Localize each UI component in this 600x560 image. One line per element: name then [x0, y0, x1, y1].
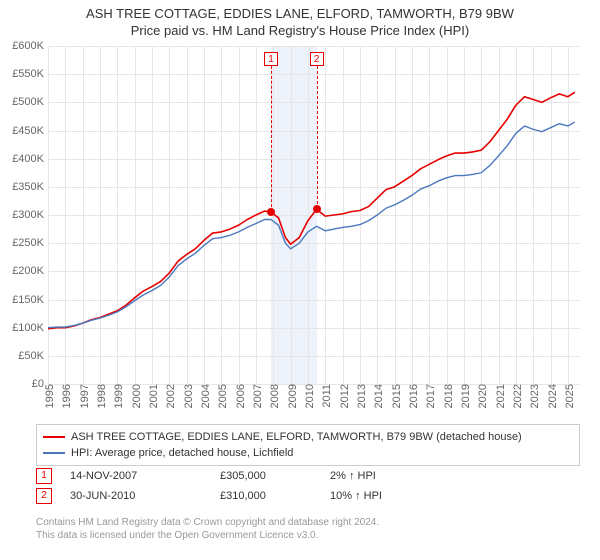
x-axis-tick-label: 2015 [387, 384, 403, 408]
x-axis-tick-label: 2002 [161, 384, 177, 408]
y-axis-tick-label: £400K [12, 153, 48, 165]
transaction-table: 1 14-NOV-2007£305,0002% ↑ HPI 2 30-JUN-2010… [36, 468, 440, 508]
transaction-row: 2 30-JUN-2010£310,00010% ↑ HPI [36, 488, 440, 504]
x-axis-tick-label: 1997 [75, 384, 91, 408]
y-axis-tick-label: £150K [12, 294, 48, 306]
x-axis-tick-label: 2010 [300, 384, 316, 408]
event-marker-dot [313, 205, 321, 213]
transaction-delta: 2% ↑ HPI [330, 468, 440, 484]
x-axis-tick-label: 2017 [421, 384, 437, 408]
x-axis-tick-label: 2006 [231, 384, 247, 408]
y-axis-tick-label: £500K [12, 96, 48, 108]
transaction-number-box: 1 [36, 468, 52, 484]
x-axis-tick-label: 2024 [543, 384, 559, 408]
transaction-row: 1 14-NOV-2007£305,0002% ↑ HPI [36, 468, 440, 484]
transaction-date: 14-NOV-2007 [70, 468, 220, 484]
legend-swatch [43, 436, 65, 438]
legend-item: ASH TREE COTTAGE, EDDIES LANE, ELFORD, T… [43, 429, 573, 445]
event-marker-line [271, 66, 272, 212]
transaction-number-box: 2 [36, 488, 52, 504]
legend-label: HPI: Average price, detached house, Lich… [71, 445, 293, 461]
y-axis-tick-label: £550K [12, 68, 48, 80]
y-axis-tick-label: £100K [12, 322, 48, 334]
legend-swatch [43, 452, 65, 454]
x-axis-tick-label: 2023 [525, 384, 541, 408]
x-axis-tick-label: 2013 [352, 384, 368, 408]
y-axis-tick-label: £250K [12, 237, 48, 249]
legend-item: HPI: Average price, detached house, Lich… [43, 445, 573, 461]
y-axis-tick-label: £50K [18, 350, 48, 362]
x-axis-tick-label: 1999 [109, 384, 125, 408]
event-marker-line [317, 66, 318, 209]
transaction-price: £305,000 [220, 468, 330, 484]
x-axis-tick-label: 2004 [196, 384, 212, 408]
transaction-date: 30-JUN-2010 [70, 488, 220, 504]
y-axis-tick-label: £600K [12, 40, 48, 52]
x-axis-tick-label: 2021 [491, 384, 507, 408]
y-axis-tick-label: £350K [12, 181, 48, 193]
x-axis-tick-label: 2016 [404, 384, 420, 408]
credit-line2: This data is licensed under the Open Gov… [36, 529, 379, 542]
chart-plot-area: £0£50K£100K£150K£200K£250K£300K£350K£400… [48, 46, 580, 384]
y-axis-tick-label: £300K [12, 209, 48, 221]
y-axis-tick-label: £450K [12, 125, 48, 137]
x-axis-tick-label: 1998 [92, 384, 108, 408]
x-axis-tick-label: 2020 [473, 384, 489, 408]
x-axis-tick-label: 2001 [144, 384, 160, 408]
x-axis-tick-label: 1995 [40, 384, 56, 408]
x-axis-tick-label: 2008 [265, 384, 281, 408]
chart-title-line2: Price paid vs. HM Land Registry's House … [0, 23, 600, 38]
x-axis-tick-label: 2000 [127, 384, 143, 408]
x-axis-tick-label: 2011 [317, 384, 333, 408]
series-price_paid [48, 92, 575, 329]
series-hpi [48, 122, 575, 328]
x-axis-tick-label: 2003 [179, 384, 195, 408]
transaction-delta: 10% ↑ HPI [330, 488, 440, 504]
credit-line1: Contains HM Land Registry data © Crown c… [36, 516, 379, 529]
event-marker-box: 2 [310, 52, 324, 66]
y-axis-tick-label: £200K [12, 265, 48, 277]
legend-label: ASH TREE COTTAGE, EDDIES LANE, ELFORD, T… [71, 429, 522, 445]
x-axis-tick-label: 1996 [57, 384, 73, 408]
x-axis-tick-label: 2022 [508, 384, 524, 408]
transaction-price: £310,000 [220, 488, 330, 504]
event-marker-dot [267, 208, 275, 216]
chart-series-layer [48, 46, 580, 384]
x-axis-tick-label: 2019 [456, 384, 472, 408]
x-axis-tick-label: 2012 [335, 384, 351, 408]
x-axis-tick-label: 2014 [369, 384, 385, 408]
x-axis-tick-label: 2025 [560, 384, 576, 408]
x-axis-tick-label: 2005 [213, 384, 229, 408]
event-marker-box: 1 [264, 52, 278, 66]
chart-legend: ASH TREE COTTAGE, EDDIES LANE, ELFORD, T… [36, 424, 580, 466]
x-axis-tick-label: 2018 [439, 384, 455, 408]
x-axis-tick-label: 2009 [283, 384, 299, 408]
credit-text: Contains HM Land Registry data © Crown c… [36, 516, 379, 542]
x-axis-tick-label: 2007 [248, 384, 264, 408]
chart-title-line1: ASH TREE COTTAGE, EDDIES LANE, ELFORD, T… [0, 6, 600, 21]
